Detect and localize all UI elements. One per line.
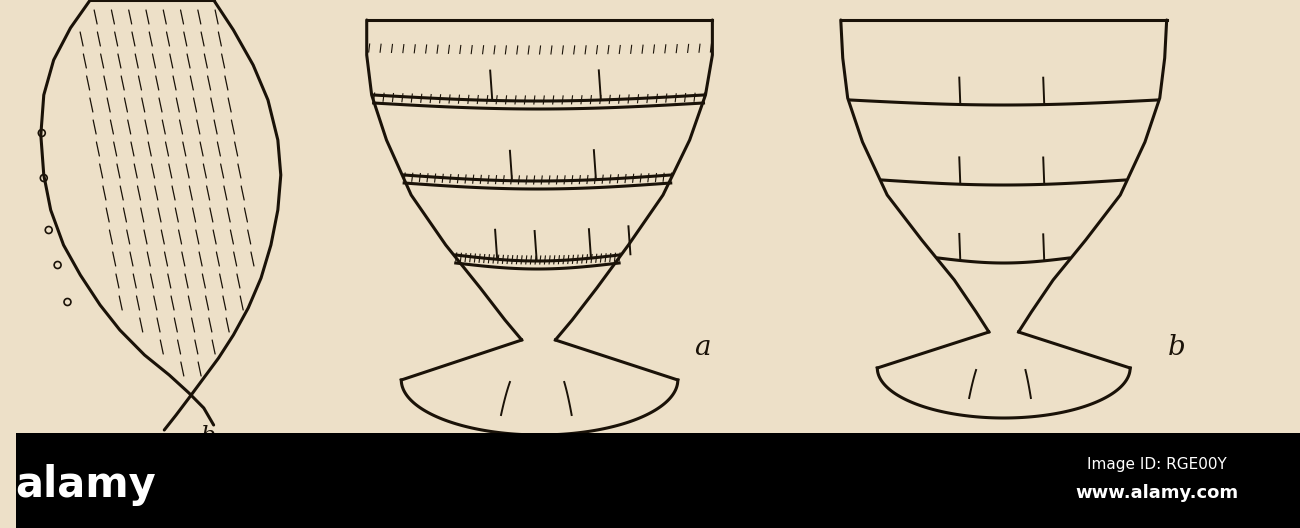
Text: alamy: alamy [14, 464, 156, 506]
Text: b: b [1167, 334, 1186, 361]
Text: b: b [202, 425, 216, 448]
Text: a: a [694, 334, 711, 361]
Text: www.alamy.com: www.alamy.com [1075, 484, 1239, 502]
Text: Image ID: RGE00Y: Image ID: RGE00Y [1087, 457, 1227, 473]
Bar [16, 433, 1300, 528]
